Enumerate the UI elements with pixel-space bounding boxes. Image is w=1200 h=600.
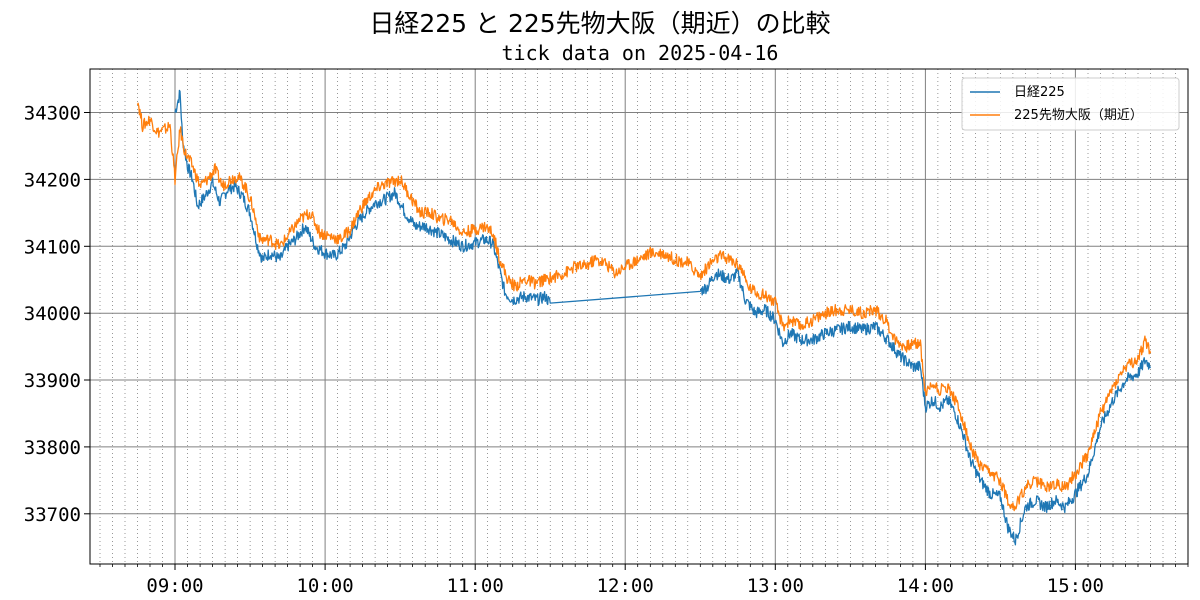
grid-layer — [90, 69, 1189, 564]
legend-box — [961, 77, 1180, 131]
x-tick-label: 12:00 — [597, 575, 654, 597]
tick-layer: 09:00 10:00 11:00 12:00 13:00 14:00 15:00 33700… — [24, 103, 1189, 597]
series-line-futures — [136, 102, 1152, 512]
x-tick-label: 14:00 — [897, 575, 954, 597]
y-tick-label: 34000 — [24, 303, 81, 325]
legend: 日経225 225先物大阪（期近） — [961, 77, 1180, 131]
x-tick-label: 09:00 — [146, 575, 203, 597]
legend-label-nikkei: 日経225 — [1014, 85, 1065, 100]
chart-title: 日経225 と 225先物大阪（期近）の比較 — [369, 9, 830, 38]
y-tick-label: 34100 — [24, 236, 81, 258]
x-tick-label: 15:00 — [1047, 575, 1104, 597]
series-layer — [136, 89, 1152, 546]
x-tick-label: 11:00 — [447, 575, 504, 597]
legend-label-futures: 225先物大阪（期近） — [1014, 108, 1143, 123]
y-tick-label: 33700 — [24, 504, 81, 526]
x-tick-label: 10:00 — [296, 575, 353, 597]
chart-subtitle: tick data on 2025-04-16 — [502, 41, 779, 65]
x-tick-label: 13:00 — [747, 575, 804, 597]
y-tick-label: 33800 — [24, 437, 81, 459]
series-line-nikkei — [174, 89, 1152, 546]
y-tick-label: 33900 — [24, 370, 81, 392]
plot-frame — [89, 68, 1189, 565]
y-tick-label: 34300 — [24, 103, 81, 125]
y-tick-label: 34200 — [24, 169, 81, 191]
